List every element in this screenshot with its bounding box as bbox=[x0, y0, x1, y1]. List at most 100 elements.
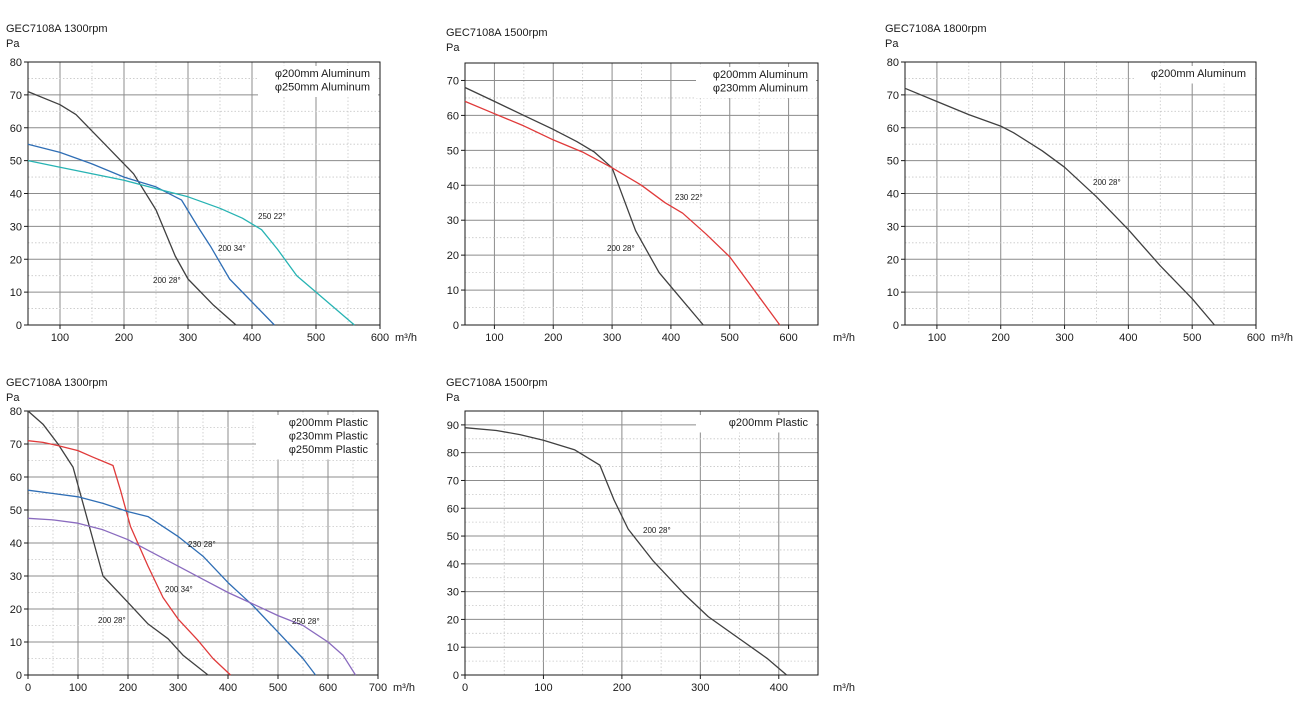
chart-1: GEC7108A 1300rpm Pa 100 200 300 400 500 600 m³/h… bbox=[6, 23, 417, 344]
x-axis-unit: m³/h bbox=[1271, 332, 1293, 344]
series-annotation: 200 34° bbox=[218, 244, 246, 253]
series-line-1 bbox=[464, 86, 704, 326]
y-tick-label: 70 bbox=[447, 475, 459, 487]
y-tick-label: 40 bbox=[887, 189, 899, 201]
series-annotation: 200 28° bbox=[643, 526, 671, 535]
series-annotation: 200 28° bbox=[153, 276, 181, 285]
legend-box bbox=[1134, 66, 1254, 84]
y-tick-label: 50 bbox=[10, 505, 22, 517]
y-tick-label: 50 bbox=[447, 531, 459, 543]
legend-box bbox=[256, 415, 376, 460]
legend-entry: φ250mm Plastic bbox=[289, 444, 369, 456]
x-axis-unit: m³/h bbox=[393, 682, 415, 694]
series-line-4 bbox=[27, 517, 357, 676]
x-tick-label: 100 bbox=[51, 332, 69, 344]
x-tick-label: 300 bbox=[179, 332, 197, 344]
x-tick-label: 200 bbox=[115, 332, 133, 344]
y-tick-label: 40 bbox=[447, 180, 459, 192]
y-tick-label: 70 bbox=[447, 75, 459, 87]
x-tick-label: 0 bbox=[25, 682, 31, 694]
plot-frame bbox=[464, 410, 819, 676]
y-axis-label: Pa bbox=[6, 392, 20, 404]
y-tick-label: 10 bbox=[10, 287, 22, 299]
legend-entry: φ230mm Plastic bbox=[289, 431, 369, 443]
x-tick-label: 600 bbox=[371, 332, 389, 344]
y-tick-label: 20 bbox=[10, 254, 22, 266]
x-axis-unit: m³/h bbox=[833, 682, 855, 694]
y-axis-label: Pa bbox=[446, 42, 460, 54]
series-line-1 bbox=[27, 90, 237, 326]
y-tick-label: 70 bbox=[887, 90, 899, 102]
plot-frame bbox=[464, 62, 819, 326]
y-tick-label: 20 bbox=[447, 614, 459, 626]
y-tick-label: 80 bbox=[887, 57, 899, 69]
chart-title: GEC7108A 1300rpm bbox=[6, 23, 108, 35]
y-tick-label: 10 bbox=[887, 287, 899, 299]
x-tick-label: 500 bbox=[1183, 332, 1201, 344]
x-tick-label: 100 bbox=[69, 682, 87, 694]
x-tick-label: 700 bbox=[369, 682, 387, 694]
x-tick-label: 400 bbox=[770, 682, 788, 694]
y-tick-label: 60 bbox=[10, 472, 22, 484]
series-annotation: 250 28° bbox=[292, 617, 320, 626]
series-annotation: 200 34° bbox=[165, 585, 193, 594]
x-tick-label: 300 bbox=[691, 682, 709, 694]
x-tick-label: 400 bbox=[1119, 332, 1137, 344]
series-annotation: 200 28° bbox=[98, 616, 126, 625]
x-tick-label: 400 bbox=[662, 332, 680, 344]
y-tick-label: 60 bbox=[447, 110, 459, 122]
legend-entry: φ200mm Plastic bbox=[729, 417, 809, 429]
x-tick-label: 100 bbox=[928, 332, 946, 344]
x-tick-label: 200 bbox=[544, 332, 562, 344]
x-tick-label: 600 bbox=[1247, 332, 1265, 344]
series-line-1 bbox=[464, 427, 788, 676]
y-tick-label: 0 bbox=[453, 320, 459, 332]
y-tick-label: 10 bbox=[447, 285, 459, 297]
x-tick-label: 500 bbox=[721, 332, 739, 344]
x-tick-label: 500 bbox=[269, 682, 287, 694]
legend-entry: φ250mm Aluminum bbox=[275, 82, 370, 94]
chart-title: GEC7108A 1800rpm bbox=[885, 23, 987, 35]
legend-box bbox=[258, 66, 378, 97]
y-tick-label: 60 bbox=[10, 123, 22, 135]
y-tick-label: 10 bbox=[447, 642, 459, 654]
x-tick-label: 500 bbox=[307, 332, 325, 344]
chart-title: GEC7108A 1500rpm bbox=[446, 27, 548, 39]
y-tick-label: 50 bbox=[887, 156, 899, 168]
y-tick-label: 80 bbox=[10, 57, 22, 69]
y-axis-label: Pa bbox=[885, 38, 899, 50]
x-tick-label: 200 bbox=[613, 682, 631, 694]
series-line-3 bbox=[27, 159, 355, 326]
y-tick-label: 0 bbox=[453, 670, 459, 682]
y-axis-label: Pa bbox=[6, 38, 20, 50]
y-tick-label: 30 bbox=[10, 571, 22, 583]
y-tick-label: 40 bbox=[10, 189, 22, 201]
x-tick-label: 400 bbox=[219, 682, 237, 694]
y-tick-label: 80 bbox=[447, 448, 459, 460]
x-tick-label: 600 bbox=[319, 682, 337, 694]
y-tick-label: 30 bbox=[447, 587, 459, 599]
y-tick-label: 30 bbox=[887, 221, 899, 233]
y-tick-label: 20 bbox=[10, 604, 22, 616]
x-tick-label: 300 bbox=[1055, 332, 1073, 344]
y-tick-label: 70 bbox=[10, 439, 22, 451]
x-axis-unit: m³/h bbox=[395, 332, 417, 344]
y-tick-label: 40 bbox=[10, 538, 22, 550]
series-line-2 bbox=[464, 100, 781, 326]
legend-entry: φ200mm Plastic bbox=[289, 417, 369, 429]
x-tick-label: 200 bbox=[992, 332, 1010, 344]
series-annotation: 230 22° bbox=[675, 193, 703, 202]
series-annotation: 250 22° bbox=[258, 212, 286, 221]
x-tick-label: 100 bbox=[534, 682, 552, 694]
x-tick-label: 300 bbox=[169, 682, 187, 694]
y-tick-label: 0 bbox=[893, 320, 899, 332]
x-tick-label: 400 bbox=[243, 332, 261, 344]
y-tick-label: 90 bbox=[447, 420, 459, 432]
series-annotation: 200 28° bbox=[607, 244, 635, 253]
y-tick-label: 30 bbox=[447, 215, 459, 227]
x-tick-label: 600 bbox=[779, 332, 797, 344]
y-tick-label: 40 bbox=[447, 559, 459, 571]
